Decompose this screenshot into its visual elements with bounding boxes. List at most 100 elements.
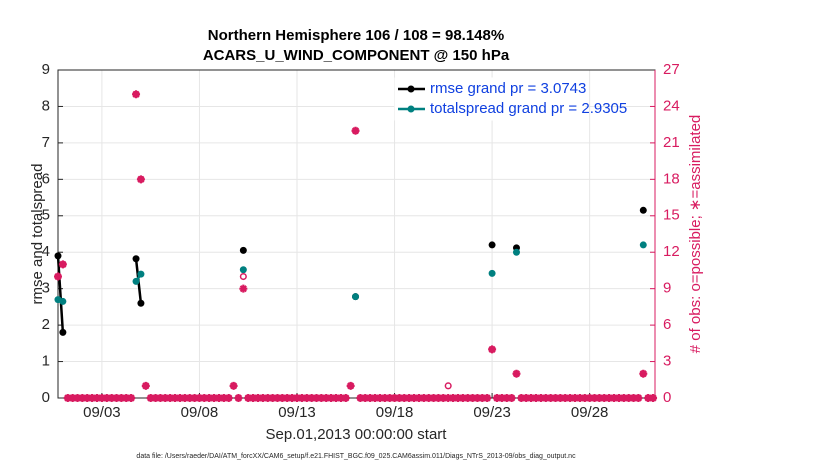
assimilated-obs: [541, 394, 550, 402]
assimilated-obs: [492, 394, 501, 402]
assimilated-obs: [224, 394, 233, 402]
y2-tick-label: 15: [663, 207, 680, 224]
assimilated-obs: [366, 394, 375, 402]
assimilated-obs: [634, 394, 643, 402]
y2-tick-label: 21: [663, 134, 680, 151]
assimilated-obs: [146, 394, 155, 402]
assimilated-obs: [400, 394, 409, 402]
assimilated-obs: [141, 381, 150, 390]
assimilated-obs: [575, 394, 584, 402]
x-tick-label: 09/23: [473, 404, 511, 421]
assimilated-obs: [507, 394, 516, 402]
assimilated-obs: [497, 394, 506, 402]
assimilated-obs: [551, 394, 560, 402]
assimilated-obs: [410, 394, 419, 402]
assimilated-obs: [649, 394, 658, 402]
y-tick-label: 9: [42, 61, 50, 78]
assimilated-obs: [258, 394, 267, 402]
assimilated-obs: [527, 394, 536, 402]
assimilated-obs: [522, 394, 531, 402]
assimilated-obs: [151, 394, 160, 402]
assimilated-obs: [605, 394, 614, 402]
assimilated-obs: [317, 394, 326, 402]
assimilated-obs: [546, 394, 555, 402]
assimilated-obs: [429, 394, 438, 402]
assimilated-obs: [195, 394, 204, 402]
possible-obs: [239, 272, 247, 281]
chart-subtitle: ACARS_U_WIND_COMPONENT @ 150 hPa: [203, 47, 510, 64]
assimilated-obs: [244, 394, 253, 402]
y-tick-label: 3: [42, 280, 50, 297]
footnote: data file: /Users/raeder/DAI/ATM_forcXX/…: [136, 453, 576, 460]
y2-tick-label: 18: [663, 170, 680, 187]
assimilated-obs: [478, 394, 487, 402]
y-tick-label: 2: [42, 316, 50, 333]
assimilated-obs: [180, 394, 189, 402]
assimilated-obs: [610, 394, 619, 402]
assimilated-obs: [253, 394, 262, 402]
data-point: [59, 328, 67, 336]
y2-axis-label: # of obs: o=possible; ∗=assimilated: [687, 115, 704, 354]
assimilated-obs: [292, 394, 301, 402]
data-point: [639, 206, 647, 214]
assimilated-obs: [414, 394, 423, 402]
assimilated-obs: [88, 394, 97, 402]
data-point: [132, 277, 140, 285]
y2-tick-label: 0: [663, 389, 671, 406]
assimilated-obs: [112, 394, 121, 402]
assimilated-obs: [375, 394, 384, 402]
assimilated-obs: [68, 394, 77, 402]
assimilated-obs: [341, 394, 350, 402]
assimilated-obs: [78, 394, 87, 402]
assimilated-obs: [156, 394, 165, 402]
data-point: [239, 266, 247, 274]
data-point: [239, 246, 247, 254]
assimilated-obs: [580, 394, 589, 402]
x-tick-label: 09/08: [181, 404, 219, 421]
assimilated-obs: [307, 394, 316, 402]
y-tick-label: 8: [42, 97, 50, 114]
assimilated-obs: [205, 394, 214, 402]
assimilated-obs: [107, 394, 116, 402]
assimilated-obs: [405, 394, 414, 402]
assimilated-obs: [361, 394, 370, 402]
assimilated-obs: [93, 394, 102, 402]
assimilated-obs: [63, 394, 72, 402]
possible-obs: [444, 382, 452, 390]
legend-marker: [407, 105, 415, 113]
assimilated-obs: [585, 394, 594, 402]
y2-tick-label: 24: [663, 97, 680, 114]
assimilated-obs: [268, 394, 277, 402]
assimilated-obs: [512, 369, 521, 378]
y-tick-label: 0: [42, 389, 50, 406]
assimilated-obs: [102, 394, 111, 402]
assimilated-obs: [185, 394, 194, 402]
assimilated-obs: [351, 126, 360, 135]
assimilated-obs: [136, 175, 145, 184]
y-tick-label: 1: [42, 353, 50, 370]
data-point: [512, 248, 520, 256]
data-point: [137, 270, 145, 278]
assimilated-obs: [458, 394, 467, 402]
assimilated-obs: [483, 394, 492, 402]
y2-tick-label: 9: [663, 280, 671, 297]
assimilated-obs: [117, 394, 126, 402]
assimilated-obs: [380, 394, 389, 402]
assimilated-obs: [278, 394, 287, 402]
assimilated-obs: [449, 394, 458, 402]
assimilated-obs: [302, 394, 311, 402]
data-point: [352, 293, 360, 301]
assimilated-obs: [644, 394, 653, 402]
y2-tick-label: 27: [663, 61, 680, 78]
assimilated-obs: [444, 394, 453, 402]
data-point: [639, 241, 647, 249]
data-point: [132, 255, 140, 263]
y2-tick-label: 6: [663, 316, 671, 333]
assimilated-obs: [385, 394, 394, 402]
assimilated-obs: [639, 369, 648, 378]
assimilated-obs: [263, 394, 272, 402]
assimilated-obs: [566, 394, 575, 402]
x-axis-label: Sep.01,2013 00:00:00 start: [266, 426, 448, 443]
assimilated-obs: [97, 394, 106, 402]
assimilated-obs: [288, 394, 297, 402]
